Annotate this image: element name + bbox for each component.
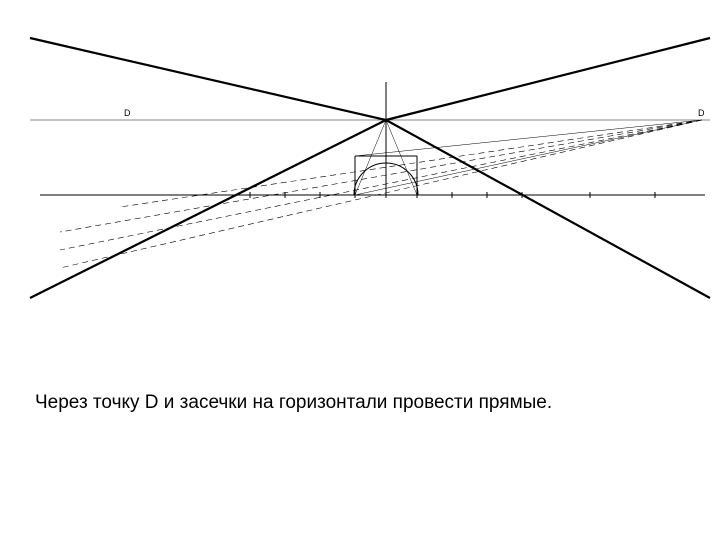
label-d-right: D xyxy=(698,108,705,118)
perspective-diagram xyxy=(0,0,720,540)
caption-text: Через точку D и засечки на горизонтали п… xyxy=(35,392,552,414)
label-d-left: D xyxy=(124,108,131,118)
